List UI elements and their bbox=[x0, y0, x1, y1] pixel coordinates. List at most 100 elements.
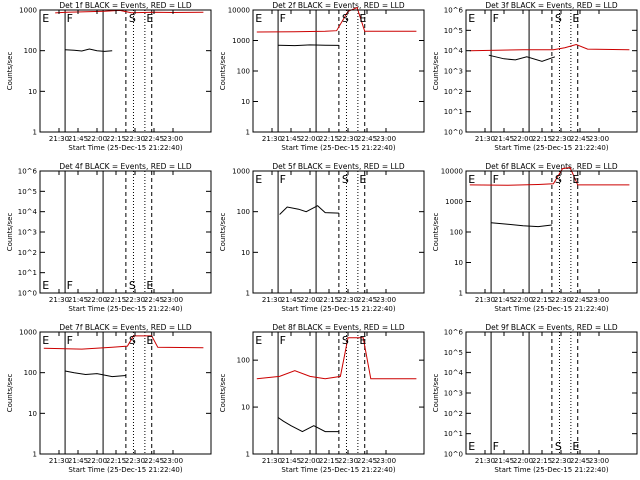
plot-frame bbox=[465, 170, 638, 294]
y-tick-label: 10^2 bbox=[18, 249, 37, 257]
y-tick-label: 10^4 bbox=[444, 369, 464, 377]
flag-letter: E bbox=[468, 173, 475, 186]
x-tick-label: 22:00 bbox=[513, 296, 533, 304]
y-tick-label: 1000 bbox=[19, 7, 37, 15]
flag-letter: E bbox=[146, 279, 153, 292]
y-tick-label: 10^1 bbox=[18, 269, 37, 277]
detector-panel-1: Det 1f BLACK = Events, RED = LLD Counts/s… bbox=[6, 1, 212, 152]
flag-letter: E bbox=[146, 12, 153, 25]
series-line-1 bbox=[65, 370, 126, 378]
x-tick-label: 22:45 bbox=[357, 457, 377, 465]
plot-frame bbox=[39, 331, 212, 455]
x-tick-label: 22:15 bbox=[532, 457, 552, 465]
x-tick-label: 21:30 bbox=[475, 296, 495, 304]
x-tick-label: 22:30 bbox=[551, 457, 571, 465]
series-line-2 bbox=[469, 43, 630, 52]
x-tick-label: 22:30 bbox=[338, 296, 358, 304]
x-axis-label: Start Time (25-Dec-15 21:22:40) bbox=[68, 144, 182, 152]
panel-title: Det 1f BLACK = Events, RED = LLD bbox=[59, 1, 192, 10]
panel-title: Det 8f BLACK = Events, RED = LLD bbox=[272, 323, 405, 332]
flag-letter: S bbox=[129, 334, 136, 347]
y-tick-label: 100 bbox=[24, 369, 37, 377]
x-tick-label: 22:15 bbox=[106, 135, 126, 143]
x-tick-label: 22:30 bbox=[125, 296, 145, 304]
series-line-1 bbox=[488, 54, 556, 62]
plot-frame bbox=[39, 170, 212, 294]
flag-letter: E bbox=[359, 12, 366, 25]
x-tick-label: 22:45 bbox=[570, 457, 590, 465]
x-tick-label: 21:30 bbox=[475, 457, 495, 465]
y-tick-label: 10^3 bbox=[444, 390, 463, 398]
x-tick-label: 22:00 bbox=[87, 296, 107, 304]
flag-letter: E bbox=[255, 173, 262, 186]
x-tick-label: 22:00 bbox=[513, 457, 533, 465]
x-tick-label: 22:45 bbox=[357, 135, 377, 143]
x-tick-label: 21:30 bbox=[262, 135, 282, 143]
y-tick-label: 1 bbox=[33, 451, 37, 459]
plot-frame bbox=[465, 9, 638, 133]
detector-panel-4: Det 4f BLACK = Events, RED = LLD Counts/s… bbox=[6, 162, 212, 313]
y-tick-label: 10^3 bbox=[18, 229, 37, 237]
x-tick-label: 22:45 bbox=[570, 135, 590, 143]
y-axis-label: Counts/sec bbox=[432, 213, 440, 252]
y-tick-label: 10000 bbox=[228, 7, 250, 15]
y-tick-label: 100 bbox=[237, 357, 250, 365]
x-tick-label: 22:00 bbox=[513, 135, 533, 143]
x-tick-label: 22:00 bbox=[300, 135, 320, 143]
y-tick-label: 10^4 bbox=[444, 47, 464, 55]
y-tick-label: 10^5 bbox=[444, 27, 463, 35]
y-tick-label: 10000 bbox=[441, 168, 463, 176]
x-tick-label: 21:30 bbox=[49, 135, 69, 143]
y-tick-label: 10^5 bbox=[18, 188, 37, 196]
y-tick-label: 10^6 bbox=[444, 329, 464, 337]
detector-panel-7: Det 7f BLACK = Events, RED = LLD Counts/s… bbox=[6, 323, 212, 474]
y-tick-label: 10^0 bbox=[18, 290, 37, 298]
x-tick-label: 22:15 bbox=[319, 135, 339, 143]
flag-letter: F bbox=[67, 12, 73, 25]
x-axis-label: Start Time (25-Dec-15 21:22:40) bbox=[281, 305, 395, 313]
x-tick-label: 22:15 bbox=[319, 457, 339, 465]
flag-letter: E bbox=[572, 12, 579, 25]
y-tick-label: 100 bbox=[24, 47, 37, 55]
y-axis-label: Counts/sec bbox=[6, 213, 14, 252]
x-tick-label: 22:00 bbox=[300, 457, 320, 465]
flag-letter: S bbox=[342, 173, 349, 186]
x-tick-label: 21:45 bbox=[68, 457, 88, 465]
y-tick-label: 1000 bbox=[232, 168, 250, 176]
x-tick-label: 21:45 bbox=[281, 457, 301, 465]
y-tick-label: 1 bbox=[246, 451, 250, 459]
x-tick-label: 22:45 bbox=[144, 296, 164, 304]
y-axis-label: Counts/sec bbox=[219, 52, 227, 91]
plot-frame bbox=[39, 9, 212, 133]
plot-frame bbox=[252, 331, 425, 455]
x-tick-label: 22:00 bbox=[87, 135, 107, 143]
y-axis-label: Counts/sec bbox=[219, 213, 227, 252]
flag-letter: E bbox=[42, 12, 49, 25]
y-axis-label: Counts/sec bbox=[6, 374, 14, 413]
y-tick-label: 1000 bbox=[19, 329, 37, 337]
x-tick-label: 22:30 bbox=[551, 135, 571, 143]
y-axis-label: Counts/sec bbox=[432, 52, 440, 91]
x-tick-label: 22:30 bbox=[125, 457, 145, 465]
x-tick-label: 22:45 bbox=[570, 296, 590, 304]
y-tick-label: 10^4 bbox=[18, 208, 38, 216]
flag-letter: S bbox=[342, 12, 349, 25]
flag-letter: E bbox=[468, 440, 475, 453]
y-tick-label: 10^5 bbox=[444, 349, 463, 357]
x-tick-label: 23:00 bbox=[376, 135, 396, 143]
flag-letter: S bbox=[555, 173, 562, 186]
x-axis-label: Start Time (25-Dec-15 21:22:40) bbox=[281, 144, 395, 152]
y-tick-label: 1 bbox=[246, 129, 250, 137]
y-tick-label: 10 bbox=[28, 410, 37, 418]
panel-title: Det 7f BLACK = Events, RED = LLD bbox=[59, 323, 192, 332]
y-tick-label: 10^0 bbox=[444, 129, 463, 137]
x-axis-label: Start Time (25-Dec-15 21:22:40) bbox=[494, 466, 608, 474]
panel-title: Det 4f BLACK = Events, RED = LLD bbox=[59, 162, 192, 171]
x-tick-label: 23:00 bbox=[589, 457, 609, 465]
x-tick-label: 21:30 bbox=[475, 135, 495, 143]
x-tick-label: 23:00 bbox=[589, 135, 609, 143]
plot-frame bbox=[465, 331, 638, 455]
y-tick-label: 10^6 bbox=[444, 7, 464, 15]
y-tick-label: 1 bbox=[246, 290, 250, 298]
